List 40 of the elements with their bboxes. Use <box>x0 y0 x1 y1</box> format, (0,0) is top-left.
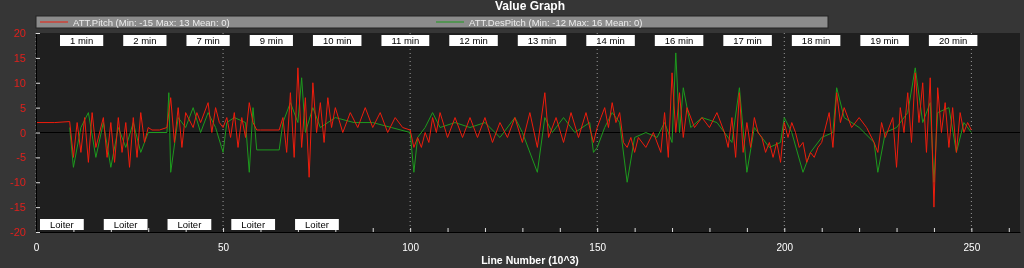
annotation: 13 min <box>527 35 557 46</box>
annotation: 16 min <box>664 35 694 46</box>
line-series <box>69 52 972 183</box>
annotation: Loiter <box>241 219 266 230</box>
line-series <box>35 67 972 208</box>
annotation: 9 min <box>259 35 283 46</box>
legend-label: ATT.Pitch (Min: -15 Max: 13 Mean: 0) <box>73 16 230 28</box>
annotation: Loiter <box>177 219 202 230</box>
y-tick-label: -20 <box>10 226 26 239</box>
annotation: 10 min <box>322 35 352 46</box>
annotation: 18 min <box>801 35 831 46</box>
annotation: 7 min <box>196 35 220 46</box>
y-tick-label: 15 <box>13 51 26 64</box>
y-tick-label: 5 <box>19 101 26 114</box>
x-axis-title: Line Number (10^3) <box>481 254 579 266</box>
y-tick-label: 10 <box>13 76 26 89</box>
chart-title: Value Graph <box>494 0 566 13</box>
annotation: Loiter <box>50 219 74 230</box>
annotation: 19 min <box>870 35 899 46</box>
legend-label: ATT.DesPitch (Min: -12 Max: 16 Mean: 0) <box>469 16 643 28</box>
annotation: 11 min <box>391 35 420 46</box>
annotation: 20 min <box>938 35 968 46</box>
x-tick-label: 100 <box>402 242 420 253</box>
annotation: Loiter <box>305 219 329 230</box>
annotation: 1 min <box>70 35 94 46</box>
annotation: 14 min <box>596 35 625 46</box>
x-tick-label: 150 <box>589 242 607 253</box>
y-tick-label: -5 <box>16 151 26 164</box>
y-tick-label: 0 <box>19 126 26 139</box>
x-tick-label: 250 <box>963 242 981 253</box>
annotation: Loiter <box>113 219 138 230</box>
y-tick-label: 20 <box>13 27 26 40</box>
annotation: 12 min <box>459 35 488 46</box>
y-tick-label: -15 <box>10 201 26 214</box>
annotation: 17 min <box>733 35 762 46</box>
x-tick-label: 0 <box>33 242 40 253</box>
y-tick-label: -10 <box>10 176 26 189</box>
x-tick-label: 50 <box>218 242 230 253</box>
x-tick-label: 200 <box>776 242 794 253</box>
annotation: 2 min <box>133 35 157 46</box>
